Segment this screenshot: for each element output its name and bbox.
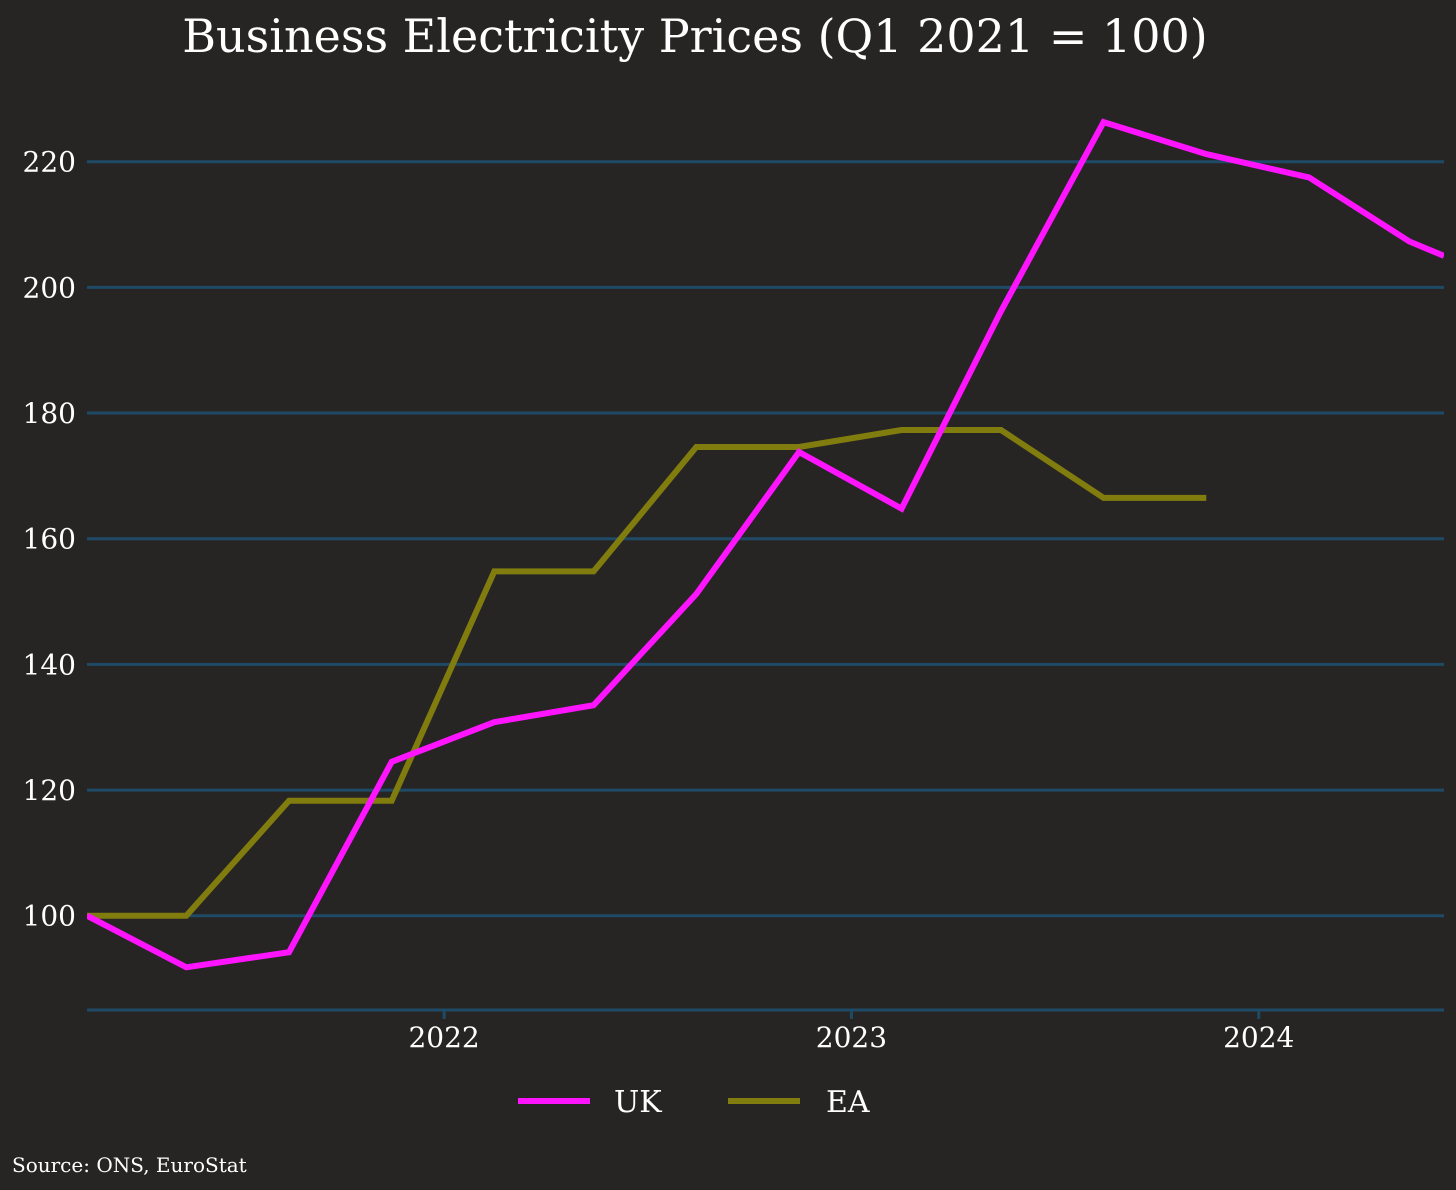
series-line-ea <box>87 427 1207 919</box>
y-tick-label: 100 <box>23 900 76 933</box>
series-line-uk <box>87 118 1444 971</box>
y-tick-label: 140 <box>23 648 76 681</box>
y-tick-label: 160 <box>23 523 76 556</box>
x-axis-ticks: 2022 2023 2024 <box>408 1010 1294 1054</box>
source-note: Source: ONS, EuroStat <box>12 1153 247 1177</box>
chart-title: Business Electricity Prices (Q1 2021 = 1… <box>182 9 1207 63</box>
legend-label-ea: EA <box>826 1085 870 1120</box>
x-tick-label: 2023 <box>816 1021 887 1054</box>
y-axis-tick-labels: 100 120 140 160 180 200 220 <box>23 146 76 933</box>
grid-lines <box>87 160 1444 1012</box>
y-tick-label: 200 <box>23 271 76 304</box>
legend-label-uk: UK <box>614 1085 662 1120</box>
x-tick-label: 2024 <box>1223 1021 1294 1054</box>
legend: UK EA <box>518 1085 870 1120</box>
series-lines <box>87 118 1444 971</box>
y-tick-label: 180 <box>23 397 76 430</box>
x-tick-label: 2022 <box>408 1021 479 1054</box>
y-tick-label: 220 <box>23 146 76 179</box>
y-tick-label: 120 <box>23 774 76 807</box>
